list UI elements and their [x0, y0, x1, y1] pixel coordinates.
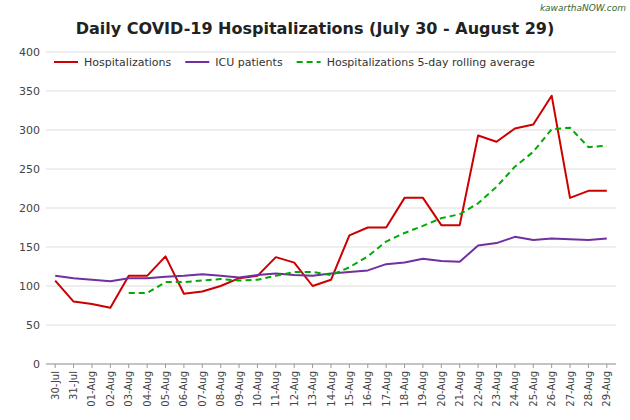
x-tick: [91, 364, 92, 368]
x-tick-label: 02-Aug: [105, 371, 116, 407]
x-tick: [128, 364, 129, 368]
y-tick-label: 0: [33, 358, 40, 371]
x-tick-label: 09-Aug: [234, 371, 245, 407]
x-tick-label: 08-Aug: [215, 371, 226, 407]
grid-line: [46, 52, 616, 53]
x-tick: [459, 364, 460, 368]
grid-line: [46, 208, 616, 209]
x-tick: [349, 364, 350, 368]
x-tick-label: 11-Aug: [270, 371, 281, 407]
series-line: [129, 128, 607, 293]
x-tick: [441, 364, 442, 368]
x-tick-label: 07-Aug: [197, 371, 208, 407]
x-axis: 30-Jul 31-Jul 01-Aug 02-Aug 03-Aug 04-Aug 05-A…: [50, 364, 613, 407]
grid-line: [46, 247, 616, 248]
x-tick-label: 26-Aug: [546, 371, 557, 407]
x-tick: [239, 364, 240, 368]
title: Daily COVID-19 Hospitalizations (July 30…: [76, 19, 554, 38]
x-tick: [533, 364, 534, 368]
x-tick-label: 06-Aug: [178, 371, 189, 407]
grid-line: [46, 286, 616, 287]
y-tick-label: 100: [19, 280, 40, 293]
x-tick-label: 13-Aug: [307, 371, 318, 407]
x-tick-label: 25-Aug: [528, 371, 539, 407]
x-tick: [404, 364, 405, 368]
legend-swatch: [297, 61, 321, 63]
y-tick-label: 150: [19, 241, 40, 254]
y-tick-label: 300: [19, 124, 40, 137]
x-tick-label: 16-Aug: [362, 371, 373, 407]
x-tick: [220, 364, 221, 368]
x-tick-label: 31-Jul: [68, 371, 79, 400]
x-tick-label: 03-Aug: [123, 371, 134, 407]
x-tick: [386, 364, 387, 368]
x-tick: [257, 364, 258, 368]
grid-line: [46, 325, 616, 326]
x-tick: [331, 364, 332, 368]
x-tick: [514, 364, 515, 368]
x-tick-label: 30-Jul: [50, 371, 61, 400]
x-tick-label: 14-Aug: [326, 371, 337, 407]
x-tick: [165, 364, 166, 368]
x-tick-label: 23-Aug: [491, 371, 502, 407]
plot-area: [55, 96, 607, 308]
x-tick-label: 04-Aug: [142, 371, 153, 407]
legend-label: Hospitalizations 5-day rolling average: [327, 56, 535, 69]
x-tick: [312, 364, 313, 368]
x-tick-label: 17-Aug: [381, 371, 392, 407]
x-tick: [478, 364, 479, 368]
x-tick-label: 01-Aug: [86, 371, 97, 407]
legend: Hospitalizations ICU patients Hospitalizat…: [54, 56, 535, 69]
x-tick-label: 28-Aug: [583, 371, 594, 407]
x-tick: [422, 364, 423, 368]
y-axis: 0 50 100 150 200 250 300 350 400: [19, 46, 616, 371]
x-tick-label: 18-Aug: [399, 371, 410, 407]
x-tick: [73, 364, 74, 368]
y-tick-label: 50: [26, 319, 40, 332]
legend-label: ICU patients: [215, 56, 283, 69]
x-tick-label: 19-Aug: [417, 371, 428, 407]
x-tick: [147, 364, 148, 368]
chart: Daily COVID-19 Hospitalizations (July 30…: [0, 0, 630, 420]
annotation: kawarthaNOW.com: [540, 3, 626, 13]
x-tick-label: 20-Aug: [436, 371, 447, 407]
x-tick: [588, 364, 589, 368]
x-tick-label: 27-Aug: [565, 371, 576, 407]
x-tick: [275, 364, 276, 368]
x-tick: [55, 364, 56, 368]
x-tick: [294, 364, 295, 368]
y-tick-label: 350: [19, 85, 40, 98]
legend-swatch: [54, 61, 78, 63]
x-tick-label: 05-Aug: [160, 371, 171, 407]
x-tick-label: 10-Aug: [252, 371, 263, 407]
y-tick-label: 400: [19, 46, 40, 59]
grid-line: [46, 130, 616, 131]
legend-label: Hospitalizations: [84, 56, 172, 69]
series-line: [55, 237, 607, 281]
x-tick: [202, 364, 203, 368]
legend-swatch: [185, 61, 209, 63]
y-tick-label: 250: [19, 163, 40, 176]
grid-line: [46, 91, 616, 92]
x-tick: [551, 364, 552, 368]
series-line: [55, 96, 607, 308]
x-tick: [110, 364, 111, 368]
x-tick-label: 15-Aug: [344, 371, 355, 407]
x-tick: [183, 364, 184, 368]
x-tick-label: 24-Aug: [509, 371, 520, 407]
x-tick-label: 22-Aug: [473, 371, 484, 407]
x-tick: [496, 364, 497, 368]
x-tick-label: 12-Aug: [289, 371, 300, 407]
x-tick: [570, 364, 571, 368]
x-tick: [606, 364, 607, 368]
x-tick-label: 29-Aug: [601, 371, 612, 407]
x-tick: [367, 364, 368, 368]
x-tick-label: 21-Aug: [454, 371, 465, 407]
y-tick-label: 200: [19, 202, 40, 215]
grid-line: [46, 169, 616, 170]
